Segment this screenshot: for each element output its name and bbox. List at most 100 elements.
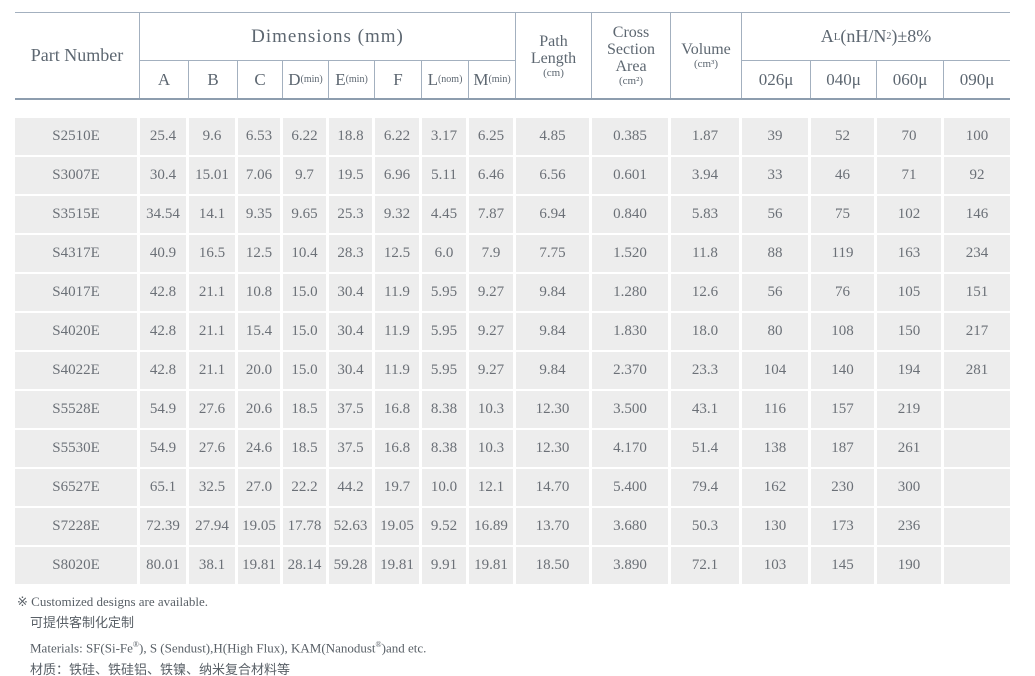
table-cell: 261 xyxy=(877,430,944,467)
table-cell: 25.3 xyxy=(329,196,375,233)
table-cell: 32.5 xyxy=(189,469,238,506)
table-cell: 5.95 xyxy=(422,274,469,311)
table-cell: 0.385 xyxy=(592,118,671,155)
table-cell: 9.27 xyxy=(469,313,516,350)
table-cell: 70 xyxy=(877,118,944,155)
table-cell: 54.9 xyxy=(140,391,189,428)
table-row: S6527E 65.1 32.5 27.0 22.2 44.2 19.7 10.0 12.1 14… xyxy=(15,469,1010,506)
header-col-c: C xyxy=(238,61,283,98)
table-cell: 20.6 xyxy=(238,391,283,428)
header-col-026u: 026μ xyxy=(742,61,811,98)
table-row: S2510E 25.4 9.6 6.53 6.22 18.8 6.22 3.17 6.25 4.8… xyxy=(15,118,1010,155)
table-cell: 34.54 xyxy=(140,196,189,233)
table-cell: 104 xyxy=(742,352,811,389)
table-cell: 6.53 xyxy=(238,118,283,155)
table-cell: 150 xyxy=(877,313,944,350)
table-cell: 27.6 xyxy=(189,391,238,428)
table-cell: 9.91 xyxy=(422,547,469,584)
table-cell: 162 xyxy=(742,469,811,506)
table-cell: 15.0 xyxy=(283,274,329,311)
table-cell: 138 xyxy=(742,430,811,467)
table-cell xyxy=(944,430,1010,467)
table-cell: 42.8 xyxy=(140,352,189,389)
part-number-cell: S3515E xyxy=(15,196,140,233)
footnote-materials-en: Materials: SF(Si-Fe®), S (Sendust),H(Hig… xyxy=(30,640,427,656)
table-row: S4017E 42.8 21.1 10.8 15.0 30.4 11.9 5.95 9.27 9.… xyxy=(15,274,1010,311)
footnotes: ※ Customized designs are available. 可提供客… xyxy=(17,594,426,676)
part-number-cell: S4020E xyxy=(15,313,140,350)
part-number-cell: S3007E xyxy=(15,157,140,194)
table-cell: 27.0 xyxy=(238,469,283,506)
table-cell: 146 xyxy=(944,196,1010,233)
table-cell: 10.3 xyxy=(469,430,516,467)
footnote-customized-zh: 可提供客制化定制 xyxy=(30,615,135,630)
table-cell: 5.95 xyxy=(422,352,469,389)
table-cell: 24.6 xyxy=(238,430,283,467)
table-cell: 16.8 xyxy=(375,391,422,428)
table-cell: 52.63 xyxy=(329,508,375,545)
table-cell: 30.4 xyxy=(329,313,375,350)
header-path-length: Path Length (cm) xyxy=(516,13,592,98)
table-cell: 1.280 xyxy=(592,274,671,311)
header-col-m-min: M (min) xyxy=(469,61,516,98)
header-volume: Volume (cm³) xyxy=(671,13,742,98)
table-cell: 11.8 xyxy=(671,235,742,272)
volume-unit: (cm³) xyxy=(693,58,719,70)
table-cell: 18.8 xyxy=(329,118,375,155)
part-number-cell: S4017E xyxy=(15,274,140,311)
table-cell: 22.2 xyxy=(283,469,329,506)
table-cell: 1.87 xyxy=(671,118,742,155)
table-row: S3515E 34.54 14.1 9.35 9.65 25.3 9.32 4.45 7.87 6… xyxy=(15,196,1010,233)
table-cell: 2.370 xyxy=(592,352,671,389)
path-length-line1: Path xyxy=(539,32,568,50)
part-number-cell: S5528E xyxy=(15,391,140,428)
table-cell: 9.84 xyxy=(516,352,592,389)
table-cell: 18.5 xyxy=(283,430,329,467)
table-cell: 100 xyxy=(944,118,1010,155)
reference-mark-icon: ※ xyxy=(17,594,28,609)
table-cell xyxy=(944,469,1010,506)
part-number-cell: S5530E xyxy=(15,430,140,467)
table-cell: 16.8 xyxy=(375,430,422,467)
table-cell: 15.4 xyxy=(238,313,283,350)
table-cell: 5.400 xyxy=(592,469,671,506)
header-col-e-min: E (min) xyxy=(329,61,375,98)
table-cell: 5.95 xyxy=(422,313,469,350)
footnote-customized-en-text: Customized designs are available. xyxy=(31,594,209,609)
table-cell: 59.28 xyxy=(329,547,375,584)
table-cell: 3.890 xyxy=(592,547,671,584)
table-cell: 23.3 xyxy=(671,352,742,389)
table-cell: 6.22 xyxy=(375,118,422,155)
table-cell: 5.83 xyxy=(671,196,742,233)
table-cell: 11.9 xyxy=(375,274,422,311)
table-row: S4020E 42.8 21.1 15.4 15.0 30.4 11.9 5.95 9.27 9.… xyxy=(15,313,1010,350)
table-cell: 3.680 xyxy=(592,508,671,545)
cross-section-line2: Section xyxy=(607,41,655,58)
table-cell: 4.170 xyxy=(592,430,671,467)
table-cell: 13.70 xyxy=(516,508,592,545)
table-row: S3007E 30.4 15.01 7.06 9.7 19.5 6.96 5.11 6.46 6.… xyxy=(15,157,1010,194)
table-cell: 234 xyxy=(944,235,1010,272)
header-col-a: A xyxy=(140,61,189,98)
table-cell: 7.75 xyxy=(516,235,592,272)
table-cell: 18.50 xyxy=(516,547,592,584)
table-cell: 11.9 xyxy=(375,313,422,350)
table-cell: 42.8 xyxy=(140,274,189,311)
table-cell: 28.14 xyxy=(283,547,329,584)
table-cell: 9.65 xyxy=(283,196,329,233)
table-cell: 12.30 xyxy=(516,430,592,467)
table-cell: 56 xyxy=(742,196,811,233)
volume-line1: Volume xyxy=(681,41,731,58)
table-cell: 163 xyxy=(877,235,944,272)
cross-section-line1: Cross xyxy=(612,24,650,41)
part-number-cell: S7228E xyxy=(15,508,140,545)
part-number-cell: S4022E xyxy=(15,352,140,389)
table-cell: 30.4 xyxy=(140,157,189,194)
table-cell xyxy=(944,508,1010,545)
table-cell: 119 xyxy=(811,235,877,272)
table-cell: 9.27 xyxy=(469,274,516,311)
table-cell: 16.5 xyxy=(189,235,238,272)
header-col-f: F xyxy=(375,61,422,98)
table-cell: 157 xyxy=(811,391,877,428)
